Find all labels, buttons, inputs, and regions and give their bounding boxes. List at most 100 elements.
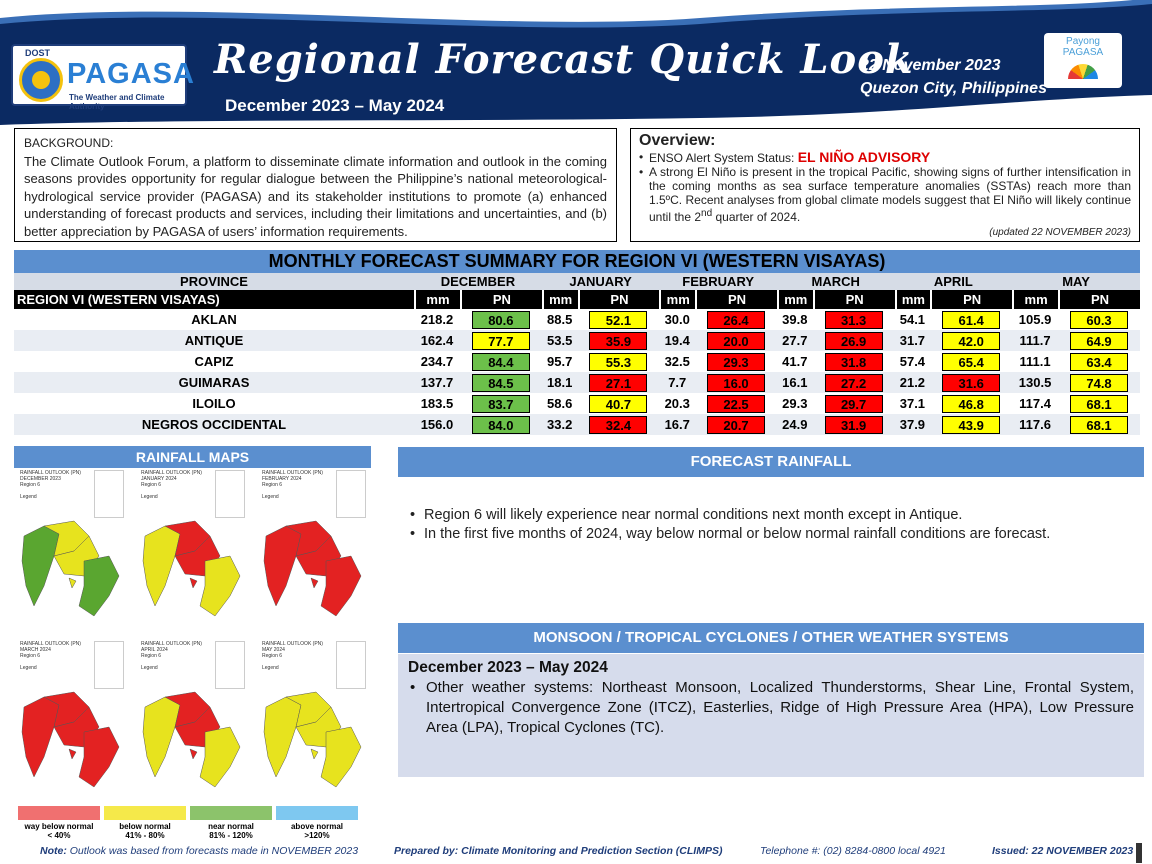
forecast-bullet: In the first five months of 2024, way be…: [410, 525, 1140, 544]
pn-value: 35.9: [589, 331, 648, 350]
footer-telephone: Telephone #: (02) 8284-0800 local 4921: [760, 845, 946, 857]
pn-cell: 64.9: [1058, 330, 1140, 351]
pn-value: 27.1: [589, 373, 648, 392]
map-legend-label: Legend: [20, 665, 37, 671]
philippines-inset-map: [336, 641, 366, 689]
pn-cell: 84.0: [459, 414, 542, 435]
header-banner: DOST PAGASA The Weather and Climate Auth…: [0, 0, 1152, 125]
map-title: RAINFALL OUTLOOK (PN) MARCH 2024 Region 6 L…: [20, 641, 81, 671]
legend-range: 81% - 120%: [209, 831, 253, 840]
map-title-text: RAINFALL OUTLOOK (PN): [20, 470, 81, 476]
pn-value: 22.5: [707, 394, 766, 413]
mm-value: 57.4: [899, 354, 926, 369]
map-legend-label: Legend: [262, 665, 279, 671]
mm-value: 183.5: [420, 396, 454, 411]
pn-value: 77.7: [471, 331, 530, 350]
legend-swatch: [190, 806, 272, 820]
mm-header: mm: [414, 290, 460, 309]
province-header: PROVINCE: [14, 273, 414, 290]
map-legend-label: Legend: [141, 665, 158, 671]
legend-item: below normal 41% - 80%: [104, 806, 186, 840]
pn-cell: 29.3: [695, 351, 777, 372]
map-title-text: RAINFALL OUTLOOK (PN): [262, 470, 323, 476]
region-map-shape: [263, 520, 362, 617]
mm-value: 30.0: [664, 312, 690, 327]
legend-swatch: [276, 806, 358, 820]
overview-heading: Overview:: [639, 132, 716, 149]
pn-value: 64.9: [1070, 331, 1129, 350]
mm-value: 218.2: [420, 312, 454, 327]
pagasa-logo: DOST PAGASA The Weather and Climate Auth…: [11, 44, 194, 111]
map-title-text: RAINFALL OUTLOOK (PN): [262, 641, 323, 647]
pn-cell: 20.0: [695, 330, 777, 351]
forecast-bullet: Region 6 will likely experience near nor…: [410, 506, 1140, 525]
mm-value: 156.0: [414, 414, 460, 435]
pn-cell: 77.7: [459, 330, 542, 351]
mm-value: 41.7: [782, 354, 808, 369]
pn-cell: 27.1: [577, 372, 660, 393]
monsoon-period: December 2023 – May 2024: [408, 659, 608, 676]
map-legend-label: Legend: [20, 494, 37, 500]
mm-value: 32.5: [664, 354, 690, 369]
rainfall-maps-heading: RAINFALL MAPS: [14, 446, 371, 468]
mm-value: 137.7: [414, 372, 460, 393]
pn-value: 16.0: [707, 373, 766, 392]
pn-header: PN: [930, 290, 1013, 309]
pn-value: 65.4: [942, 352, 1001, 371]
map-month: MAY 2024: [262, 647, 285, 653]
map-title: RAINFALL OUTLOOK (PN) JANUARY 2024 Region …: [141, 470, 202, 500]
table-sub-header: REGION VI (WESTERN VISAYAS) mm PN mm PN mm PN…: [14, 290, 1140, 309]
pn-cell: 31.9: [812, 414, 895, 435]
table-row: ILOILO 183.5 83.7 58.6 40.7 20.3 22.5 29.3 29.7 3…: [14, 393, 1140, 414]
pn-value: 61.4: [942, 310, 1001, 329]
overview-text: A strong El Niño is present in the tropi…: [649, 165, 1131, 224]
pn-cell: 31.6: [930, 372, 1013, 393]
pn-header: PN: [459, 290, 542, 309]
table-row: NEGROS OCCIDENTAL 156.0 84.0 33.2 32.4 16.7 20…: [14, 414, 1140, 435]
map-month: MARCH 2024: [20, 647, 51, 653]
header-wave-bg: [0, 0, 1152, 125]
monsoon-text: Other weather systems: Northeast Monsoon…: [408, 678, 1134, 738]
pn-cell: 31.8: [813, 351, 895, 372]
rainfall-map: RAINFALL OUTLOOK (PN) APRIL 2024 Region 6 L…: [135, 639, 250, 804]
table-title: MONTHLY FORECAST SUMMARY FOR REGION VI (…: [14, 250, 1140, 273]
legend-range: >120%: [304, 831, 330, 840]
mm-value: 117.4: [1019, 396, 1051, 411]
map-region: Region 6: [141, 653, 162, 659]
footer: Note: Outlook was based from forecasts m…: [0, 843, 1152, 864]
mm-header: mm: [1012, 290, 1059, 309]
map-region: Region 6: [20, 653, 41, 659]
pn-value: 84.0: [471, 415, 530, 434]
pn-value: 52.1: [589, 310, 648, 329]
pn-cell: 27.2: [812, 372, 895, 393]
rainfall-map: RAINFALL OUTLOOK (PN) JANUARY 2024 Region …: [135, 468, 250, 633]
pn-cell: 43.9: [930, 414, 1013, 435]
region-map-shape: [142, 691, 241, 788]
philippines-inset-map: [215, 470, 245, 518]
pn-value: 63.4: [1070, 352, 1129, 371]
pn-cell: 20.7: [695, 414, 777, 435]
issue-date: 22 November 2023: [860, 57, 1001, 74]
mm-value: 130.5: [1012, 372, 1059, 393]
pn-value: 43.9: [942, 415, 1001, 434]
pn-cell: 84.5: [459, 372, 542, 393]
legend-item: near normal 81% - 120%: [190, 806, 272, 840]
pn-cell: 16.0: [695, 372, 777, 393]
pn-value: 74.8: [1070, 373, 1129, 392]
pn-value: 40.7: [589, 394, 648, 413]
map-month: APRIL 2024: [141, 647, 168, 653]
mm-value: 33.2: [541, 414, 578, 435]
pn-value: 27.2: [824, 373, 883, 392]
payong-pagasa-logo: Payong PAGASA: [1044, 33, 1122, 88]
page-title: Regional Forecast Quick Look: [214, 36, 914, 83]
month-header: MARCH: [776, 273, 895, 290]
mm-value: 20.3: [664, 396, 690, 411]
mm-value: 58.6: [547, 396, 573, 411]
map-region: Region 6: [262, 482, 283, 488]
map-title: RAINFALL OUTLOOK (PN) APRIL 2024 Region 6 L…: [141, 641, 202, 671]
mm-value: 37.9: [894, 414, 931, 435]
pn-cell: 68.1: [1058, 414, 1140, 435]
forecast-summary-table: PROVINCE DECEMBER JANUARY FEBRUARY MARCH APR…: [14, 273, 1140, 435]
background-box: BACKGROUND: The Climate Outlook Forum, a…: [14, 128, 617, 242]
legend-range: < 40%: [47, 831, 71, 840]
